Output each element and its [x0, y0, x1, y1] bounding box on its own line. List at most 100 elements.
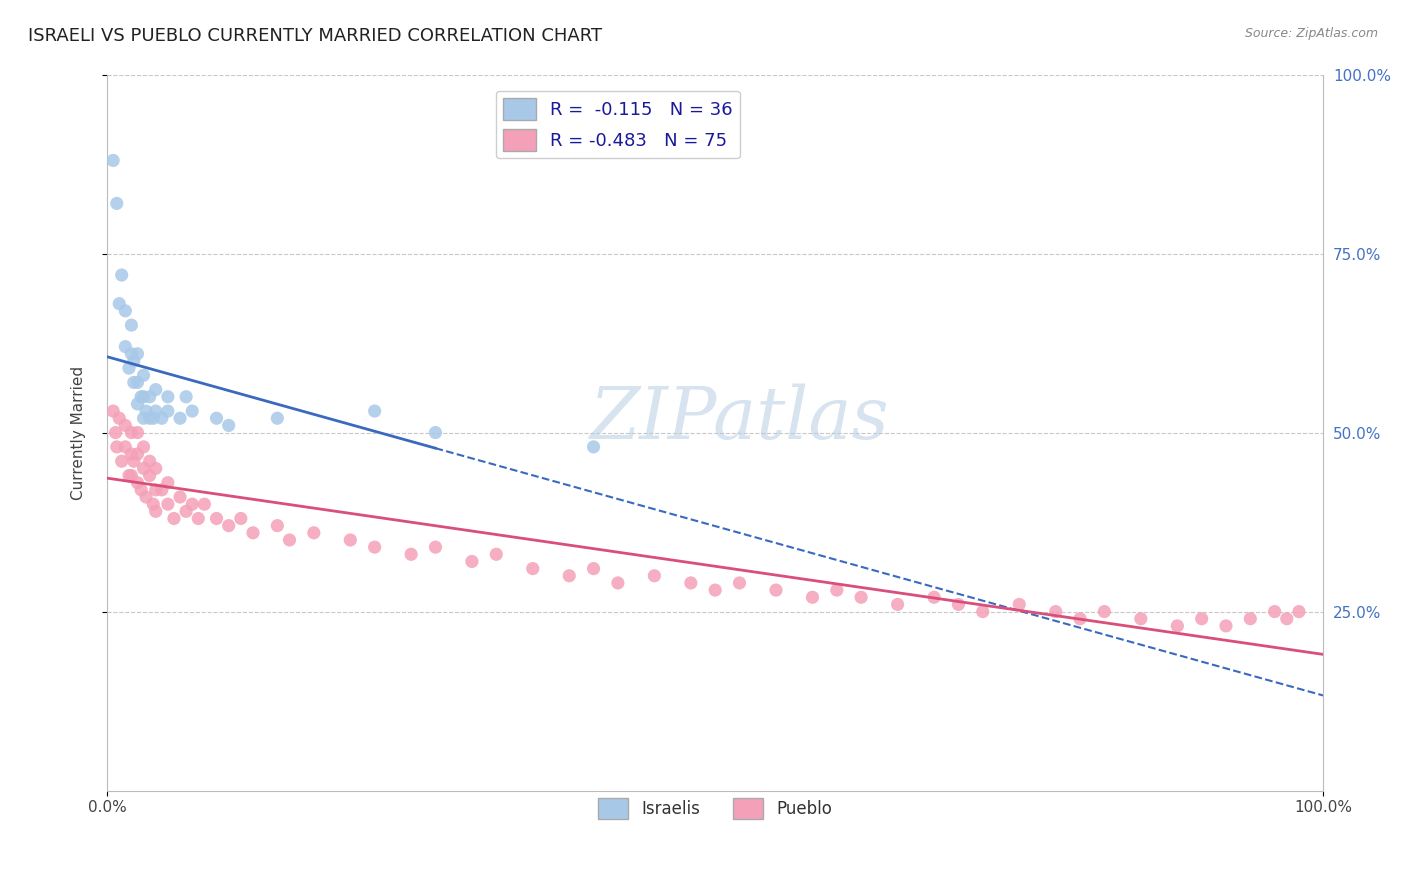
Point [132, 461, 155, 475]
Point [145, 483, 167, 497]
Point [145, 461, 167, 475]
Point [122, 454, 145, 468]
Point [801, 591, 824, 605]
Point [169, 490, 191, 504]
Point [193, 497, 215, 511]
Point [120, 468, 142, 483]
Point [266, 518, 288, 533]
Point [127, 447, 149, 461]
Point [105, 440, 128, 454]
Point [399, 547, 422, 561]
Point [142, 497, 165, 511]
Point [156, 475, 179, 490]
Point [558, 568, 581, 582]
Point [972, 605, 994, 619]
Point [138, 411, 160, 425]
Point [582, 440, 605, 454]
Point [229, 511, 252, 525]
Point [728, 576, 751, 591]
Point [948, 598, 970, 612]
Point [679, 576, 702, 591]
Point [127, 475, 149, 490]
Point [138, 390, 160, 404]
Point [461, 554, 484, 568]
Point [150, 411, 173, 425]
Point [120, 347, 142, 361]
Point [1092, 605, 1115, 619]
Point [163, 511, 186, 525]
Point [114, 303, 136, 318]
Point [582, 561, 605, 575]
Point [643, 568, 665, 582]
Point [1191, 612, 1213, 626]
Point [129, 483, 152, 497]
Point [101, 153, 124, 168]
Point [127, 376, 149, 390]
Point [606, 576, 628, 591]
Point [849, 591, 872, 605]
Point [425, 540, 447, 554]
Point [108, 296, 131, 310]
Point [363, 540, 385, 554]
Point [127, 347, 149, 361]
Point [156, 497, 179, 511]
Point [142, 411, 165, 425]
Point [138, 454, 160, 468]
Point [174, 504, 197, 518]
Point [704, 583, 727, 598]
Text: ZIPatlas: ZIPatlas [589, 383, 890, 453]
Point [101, 404, 124, 418]
Point [127, 425, 149, 440]
Point [1045, 605, 1067, 619]
Point [302, 525, 325, 540]
Point [278, 533, 301, 547]
Point [1239, 612, 1261, 626]
Point [218, 418, 240, 433]
Text: Source: ZipAtlas.com: Source: ZipAtlas.com [1244, 27, 1378, 40]
Point [111, 454, 134, 468]
Point [135, 404, 157, 418]
Point [156, 404, 179, 418]
Point [114, 440, 136, 454]
Point [145, 504, 167, 518]
Point [174, 390, 197, 404]
Point [1275, 612, 1298, 626]
Point [132, 440, 155, 454]
Point [242, 525, 264, 540]
Text: ISRAELI VS PUEBLO CURRENTLY MARRIED CORRELATION CHART: ISRAELI VS PUEBLO CURRENTLY MARRIED CORR… [28, 27, 602, 45]
Point [150, 483, 173, 497]
Point [145, 383, 167, 397]
Legend: Israelis, Pueblo: Israelis, Pueblo [591, 791, 839, 825]
Point [132, 390, 155, 404]
Point [1069, 612, 1091, 626]
Point [266, 411, 288, 425]
Point [135, 490, 157, 504]
Point [765, 583, 787, 598]
Point [132, 368, 155, 383]
Point [1008, 598, 1031, 612]
Point [1129, 612, 1152, 626]
Point [363, 404, 385, 418]
Point [181, 404, 204, 418]
Point [122, 354, 145, 368]
Point [187, 511, 209, 525]
Point [145, 404, 167, 418]
Point [425, 425, 447, 440]
Point [138, 468, 160, 483]
Point [1264, 605, 1286, 619]
Point [132, 411, 155, 425]
Point [114, 418, 136, 433]
Point [127, 397, 149, 411]
Point [114, 340, 136, 354]
Point [1215, 619, 1237, 633]
Point [129, 390, 152, 404]
Point [522, 561, 544, 575]
Point [205, 411, 228, 425]
Point [120, 318, 142, 333]
Y-axis label: Currently Married: Currently Married [72, 366, 86, 500]
Point [1166, 619, 1188, 633]
Point [886, 598, 908, 612]
Point [120, 447, 142, 461]
Point [118, 468, 141, 483]
Point [118, 361, 141, 376]
